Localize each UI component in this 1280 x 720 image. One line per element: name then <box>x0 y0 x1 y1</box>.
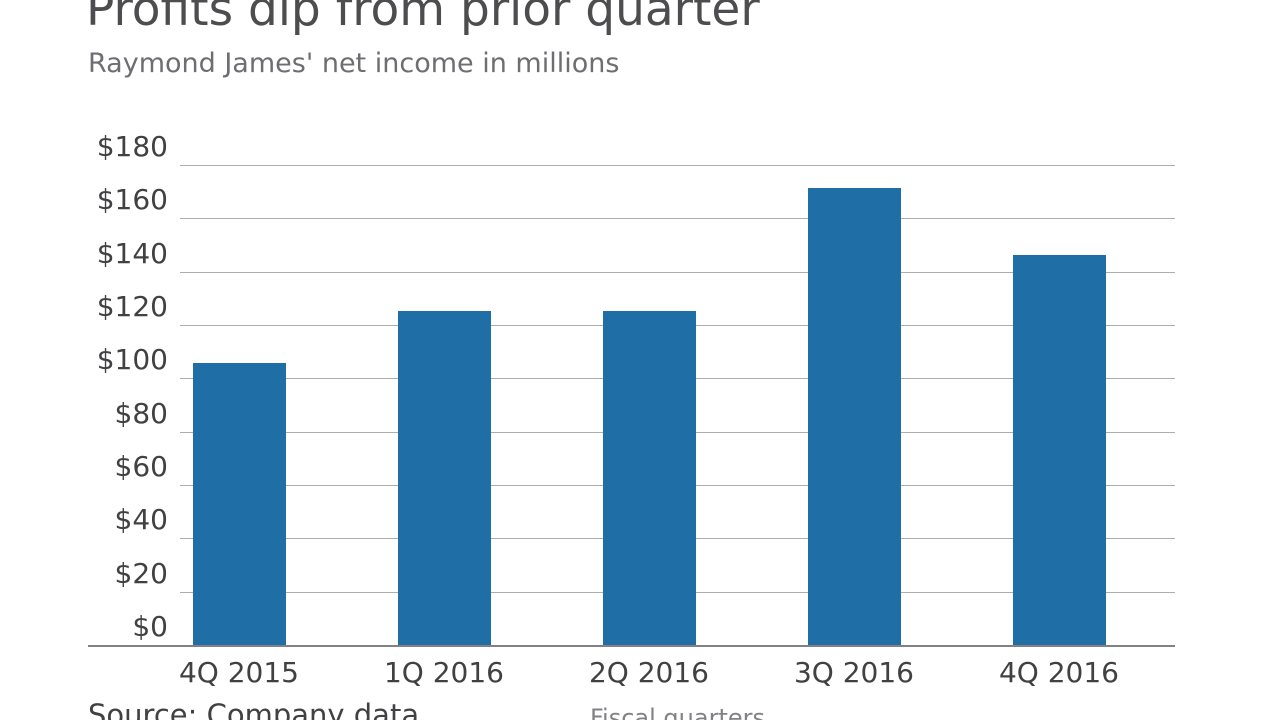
bar-3q-2016 <box>807 188 901 646</box>
y-tick-label: $180 <box>96 130 168 163</box>
y-tick-label: $20 <box>114 556 168 590</box>
x-tick-label: 4Q 2015 <box>178 656 299 689</box>
chart-subtitle: Raymond James' net income in millions <box>88 48 620 79</box>
gridline <box>180 271 1175 273</box>
x-axis-title: Fiscal quarters <box>590 704 765 720</box>
x-tick-label: 3Q 2016 <box>793 656 914 689</box>
y-tick-label: $0 <box>132 610 168 643</box>
y-tick-label: $160 <box>96 183 168 217</box>
x-tick-label: 1Q 2016 <box>383 656 504 689</box>
x-axis-line <box>88 645 1175 647</box>
y-tick-label: $140 <box>96 236 168 270</box>
y-tick-label: $80 <box>114 396 168 430</box>
source-note: Source: Company data <box>88 698 420 720</box>
bar-4q-2015 <box>192 362 286 646</box>
bar-1q-2016 <box>397 310 491 646</box>
gridline <box>180 165 1175 166</box>
bar-4q-2016 <box>1012 255 1106 646</box>
y-tick-label: $100 <box>96 343 168 377</box>
bar-chart-plot-area: $0 $20 $40 $60 $80 $100 $120 $140 $160 $180 4Q 201… <box>97 130 1175 689</box>
y-tick-label: $40 <box>114 503 168 537</box>
bar-2q-2016 <box>602 311 696 646</box>
x-tick-label: 4Q 2016 <box>998 656 1119 689</box>
chart-title: Profits dip from prior quarter <box>86 0 760 37</box>
y-tick-label: $120 <box>96 290 168 323</box>
y-tick-label: $60 <box>114 450 168 483</box>
gridline <box>180 218 1175 220</box>
x-tick-label: 2Q 2016 <box>588 656 709 689</box>
